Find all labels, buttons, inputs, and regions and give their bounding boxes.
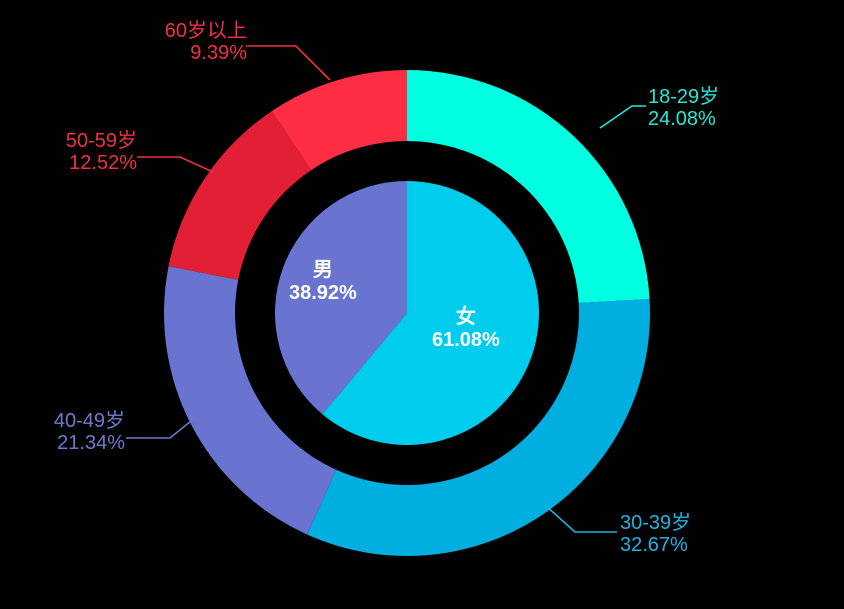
inner-label-male-value: 38.92% [289, 282, 357, 304]
outer-slice-60-plus [271, 70, 407, 171]
outer-label-40-49-name: 40-49岁 [53, 410, 125, 432]
inner-label-female-name: 女 [455, 306, 476, 328]
outer-label-40-49-value: 21.34% [57, 432, 125, 454]
outer-label-18-29: 18-29岁 24.08% [648, 86, 719, 130]
outer-label-50-59: 50-59岁 12.52% [66, 130, 137, 174]
outer-label-30-39-name: 30-39岁 [620, 512, 692, 534]
outer-ring [164, 70, 650, 556]
inner-label-male-name: 男 [312, 259, 333, 281]
leader-line-18-29 [599, 105, 646, 129]
outer-label-30-39-value: 32.67% [620, 534, 688, 556]
inner-slice-male [275, 181, 407, 415]
outer-label-30-39: 30-39岁 32.67% [620, 512, 691, 556]
outer-label-18-29-name: 18-29岁 [648, 86, 720, 108]
outer-label-40-49: 40-49岁 21.34% [54, 410, 125, 454]
outer-slice-50-59 [168, 111, 312, 280]
outer-label-50-59-name: 50-59岁 [65, 130, 137, 152]
inner-label-female-value: 61.08% [432, 329, 500, 351]
outer-slice-40-49 [164, 266, 337, 535]
outer-slice-18-29 [407, 70, 650, 304]
leader-line-30-39 [544, 504, 617, 533]
outer-label-60-plus-value: 9.39% [190, 42, 247, 64]
leader-lines [126, 45, 646, 533]
outer-label-50-59-value: 12.52% [69, 152, 137, 174]
inner-label-female: 女 61.08% [432, 306, 500, 352]
leader-line-50-59 [137, 156, 214, 173]
outer-slice-30-39 [307, 298, 650, 556]
inner-label-male: 男 38.92% [289, 259, 357, 305]
inner-slice-female [322, 181, 540, 445]
outer-label-60-plus-name: 60岁以上 [164, 20, 247, 42]
inner-pie [275, 181, 540, 445]
leader-line-60-plus [246, 45, 331, 81]
outer-label-60-plus: 60岁以上 9.39% [165, 20, 247, 64]
leader-line-40-49 [126, 416, 197, 439]
outer-label-18-29-value: 24.08% [648, 108, 716, 130]
